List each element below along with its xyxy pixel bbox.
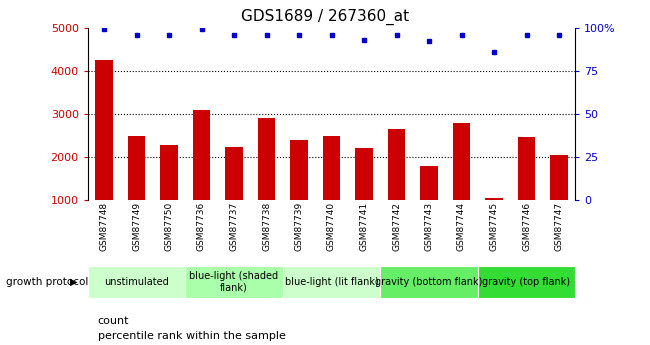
Text: growth protocol: growth protocol: [6, 277, 89, 287]
Bar: [192, 110, 211, 200]
Text: GDS1689 / 267360_at: GDS1689 / 267360_at: [241, 9, 409, 25]
Bar: [420, 166, 438, 200]
Bar: [550, 155, 568, 200]
Text: GSM87746: GSM87746: [522, 202, 531, 251]
Text: GSM87737: GSM87737: [229, 202, 239, 251]
Text: unstimulated: unstimulated: [104, 277, 169, 287]
Bar: [257, 118, 276, 200]
Bar: [225, 148, 243, 200]
Text: GSM87739: GSM87739: [294, 202, 304, 251]
Bar: [485, 198, 503, 200]
Text: GSM87747: GSM87747: [554, 202, 564, 251]
Text: GSM87741: GSM87741: [359, 202, 369, 251]
Bar: [88, 266, 185, 298]
Text: GSM87748: GSM87748: [99, 202, 109, 251]
Bar: [283, 266, 380, 298]
Text: GSM87738: GSM87738: [262, 202, 271, 251]
Bar: [290, 140, 308, 200]
Text: GSM87749: GSM87749: [132, 202, 141, 251]
Bar: [452, 124, 471, 200]
Bar: [127, 136, 146, 200]
Bar: [160, 145, 178, 200]
Bar: [355, 148, 373, 200]
Text: percentile rank within the sample: percentile rank within the sample: [98, 331, 285, 341]
Bar: [517, 137, 536, 200]
Text: blue-light (shaded
flank): blue-light (shaded flank): [189, 271, 279, 293]
Bar: [387, 129, 406, 200]
Text: GSM87743: GSM87743: [424, 202, 434, 251]
Text: GSM87740: GSM87740: [327, 202, 336, 251]
Bar: [185, 266, 283, 298]
Text: GSM87750: GSM87750: [164, 202, 174, 251]
Bar: [380, 266, 478, 298]
Text: gravity (bottom flank): gravity (bottom flank): [375, 277, 483, 287]
Bar: [478, 266, 575, 298]
Text: GSM87745: GSM87745: [489, 202, 499, 251]
Text: gravity (top flank): gravity (top flank): [482, 277, 571, 287]
Bar: [322, 136, 341, 200]
Text: GSM87742: GSM87742: [392, 202, 401, 251]
Text: GSM87744: GSM87744: [457, 202, 466, 251]
Text: ▶: ▶: [70, 277, 77, 287]
Text: GSM87736: GSM87736: [197, 202, 206, 251]
Bar: [95, 60, 113, 200]
Text: count: count: [98, 316, 129, 326]
Text: blue-light (lit flank): blue-light (lit flank): [285, 277, 378, 287]
